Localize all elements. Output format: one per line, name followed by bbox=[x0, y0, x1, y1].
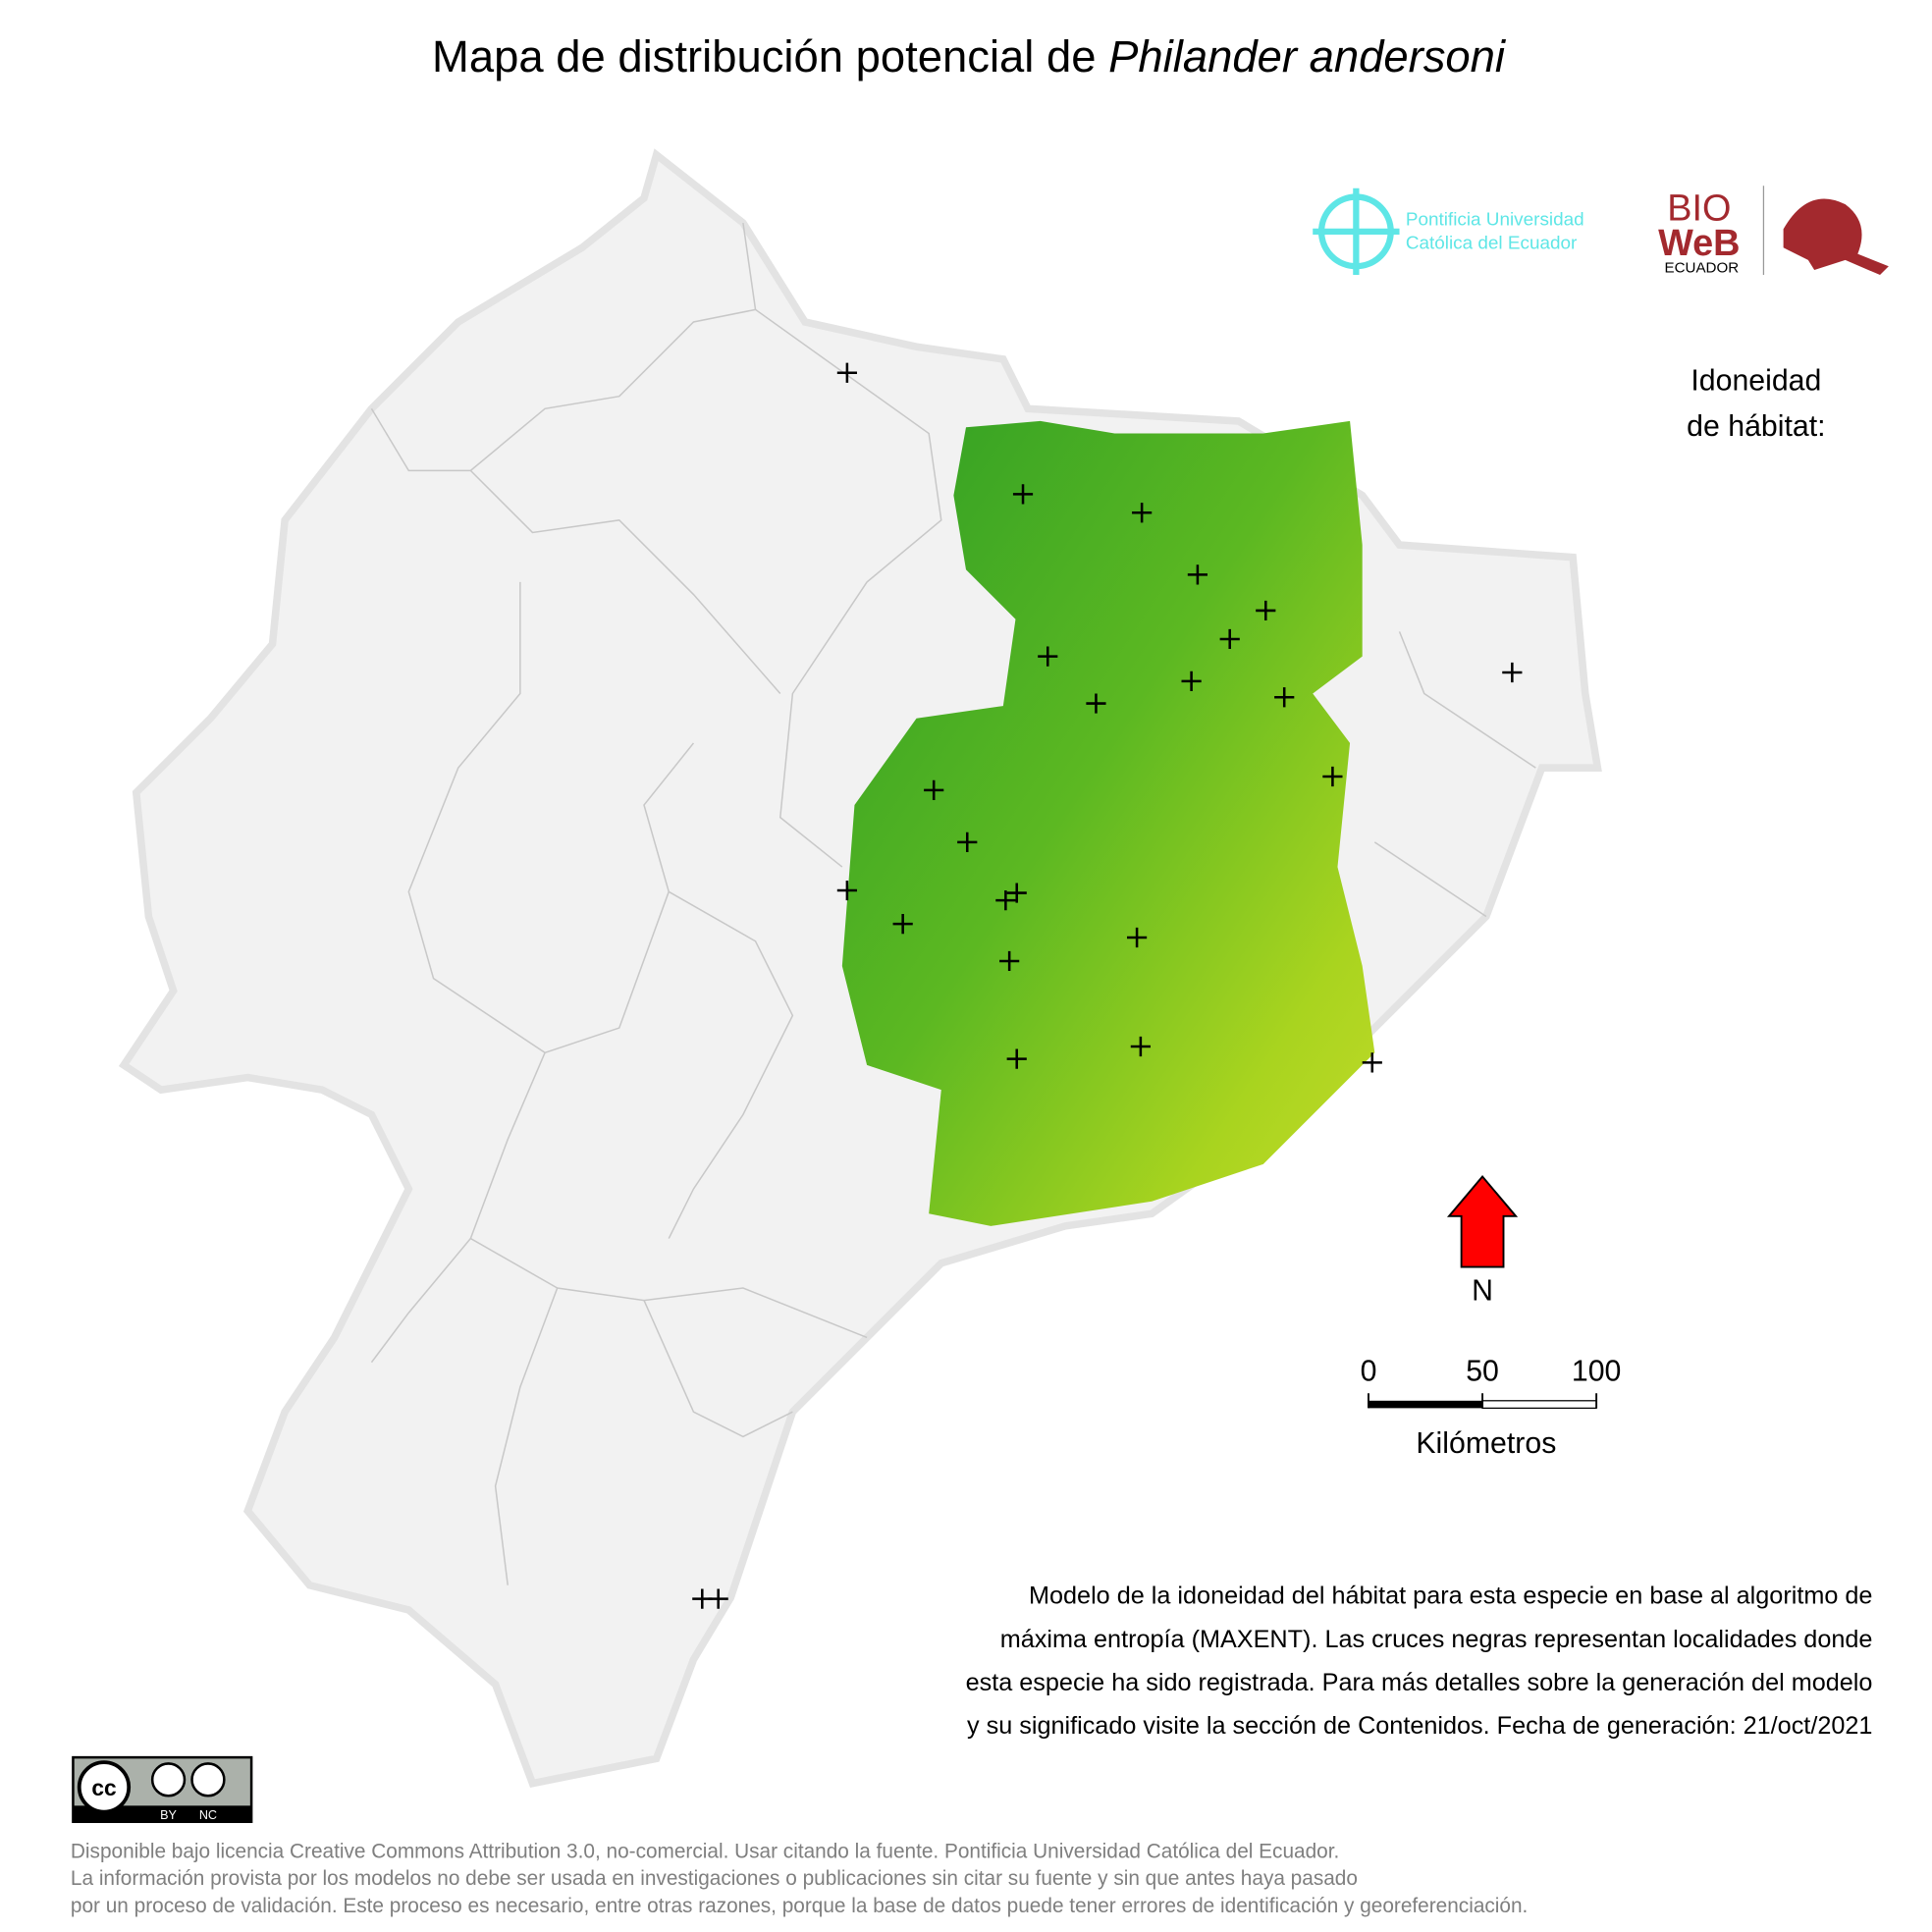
legend-title: Idoneidad bbox=[1690, 364, 1821, 397]
province-borders bbox=[370, 222, 1536, 1585]
title-text: Mapa de distribución potencial de bbox=[432, 31, 1108, 81]
locality-cross bbox=[1012, 484, 1034, 505]
locality-cross bbox=[1181, 671, 1202, 691]
locality-cross bbox=[1127, 927, 1148, 948]
locality-cross bbox=[1130, 1036, 1151, 1057]
locality-cross bbox=[836, 362, 857, 383]
locality-cross bbox=[1322, 766, 1343, 787]
logo-bioweb: BIO WeB ECUADOR bbox=[1658, 186, 1889, 277]
bioweb-text: BIO bbox=[1667, 188, 1731, 230]
scale-unit: Kilómetros bbox=[1416, 1427, 1556, 1460]
locality-cross bbox=[1038, 646, 1058, 667]
locality-cross bbox=[1274, 687, 1295, 708]
bioweb-text: ECUADOR bbox=[1665, 260, 1740, 277]
license-line: por un proceso de validación. Este proce… bbox=[71, 1895, 1528, 1917]
scale-bar: 0 50 100 bbox=[1361, 1356, 1622, 1409]
scale-tick-label: 0 bbox=[1361, 1356, 1377, 1388]
locality-cross bbox=[892, 914, 913, 935]
locality-cross bbox=[1006, 883, 1027, 903]
bioweb-text: WeB bbox=[1658, 223, 1740, 264]
scale-tick-label: 50 bbox=[1466, 1356, 1499, 1388]
scale-tick-label: 100 bbox=[1572, 1356, 1622, 1388]
cc-nc: NC bbox=[199, 1808, 217, 1822]
locality-cross bbox=[995, 890, 1016, 911]
locality-crosses bbox=[692, 362, 1523, 1609]
logo-puce: Pontificia Universidad Católica del Ecua… bbox=[1313, 188, 1584, 276]
locality-cross bbox=[999, 950, 1020, 972]
locality-cross bbox=[1132, 503, 1153, 523]
locality-cross bbox=[957, 832, 978, 852]
svg-text:cc: cc bbox=[91, 1775, 116, 1800]
locality-cross bbox=[836, 880, 857, 901]
locality-cross bbox=[1006, 1048, 1027, 1069]
cc-by: BY bbox=[160, 1808, 177, 1822]
locality-cross bbox=[1086, 693, 1106, 714]
title: Mapa de distribución potencial de Philan… bbox=[432, 31, 1507, 81]
legend-title: de hábitat: bbox=[1687, 410, 1825, 443]
locality-cross bbox=[1187, 564, 1208, 585]
license-line: Disponible bajo licencia Creative Common… bbox=[71, 1840, 1339, 1862]
title-species: Philander andersoni bbox=[1108, 31, 1507, 81]
locality-cross bbox=[1502, 662, 1523, 683]
locality-cross bbox=[1256, 600, 1276, 621]
locality-cross bbox=[1219, 628, 1240, 650]
puce-text: Pontificia Universidad bbox=[1406, 210, 1584, 231]
license: Disponible bajo licencia Creative Common… bbox=[71, 1840, 1528, 1917]
north-arrow bbox=[1446, 1174, 1519, 1268]
description-line: y su significado visite la sección de Co… bbox=[967, 1712, 1872, 1740]
scale-segment bbox=[1481, 1400, 1597, 1409]
description-line: esta especie ha sido registrada. Para má… bbox=[966, 1669, 1873, 1696]
cc-badge: cc BY NC bbox=[72, 1755, 253, 1823]
locality-cross bbox=[924, 779, 944, 800]
scale-segment bbox=[1368, 1400, 1483, 1409]
puce-text: Católica del Ecuador bbox=[1406, 234, 1577, 254]
habitat-suitability bbox=[841, 420, 1375, 1226]
north-label: N bbox=[1472, 1275, 1493, 1308]
locality-cross bbox=[1362, 1052, 1382, 1073]
description-line: Modelo de la idoneidad del hábitat para … bbox=[1029, 1583, 1872, 1610]
description: Modelo de la idoneidad del hábitat para … bbox=[966, 1583, 1873, 1740]
description-line: máxima entropía (MAXENT). Las cruces neg… bbox=[1000, 1626, 1873, 1653]
license-line: La información provista por los modelos … bbox=[71, 1867, 1358, 1890]
locality-cross bbox=[708, 1588, 728, 1609]
